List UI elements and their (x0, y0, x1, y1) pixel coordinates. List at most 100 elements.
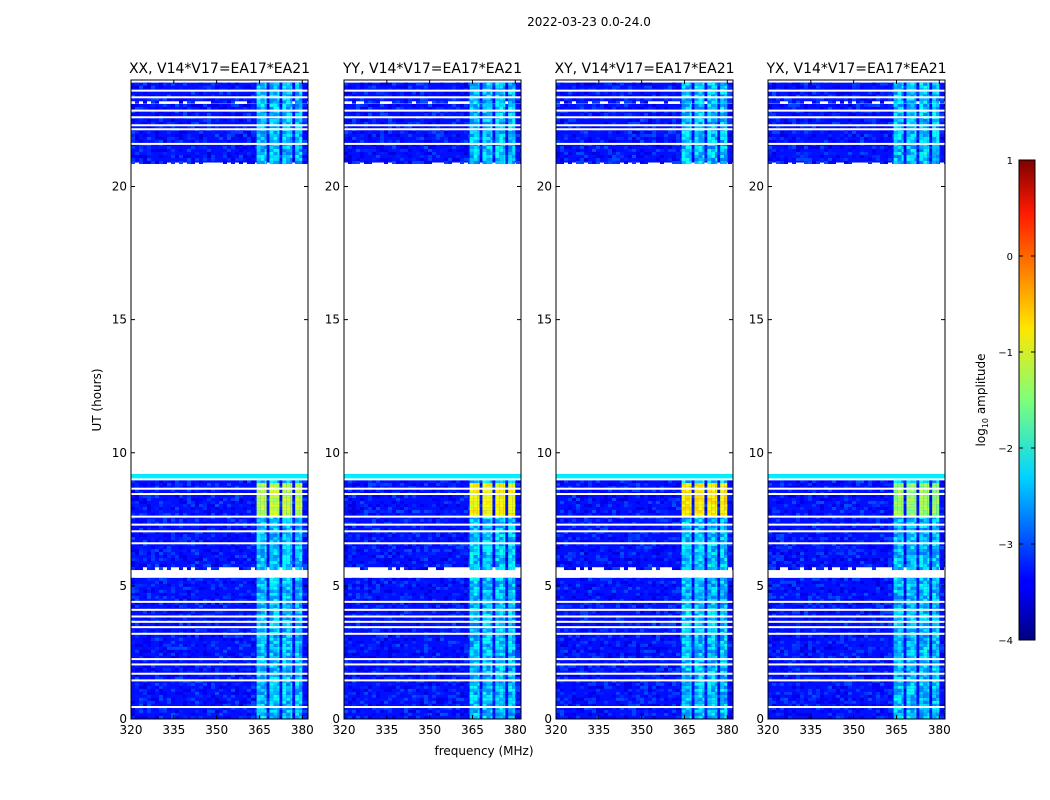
flagged-row (344, 142, 521, 145)
colorbar-tick-label: 0 (1007, 252, 1013, 263)
colorbar: 1 0 −1 −2 −3 −4 log10 amplitude (974, 156, 1036, 647)
panel-0: XX, V14*V17=EA17*EA21 320 335 350 365 380 0 5 10… (112, 61, 314, 737)
panel-title: YX, V14*V17=EA17*EA21 (765, 61, 946, 77)
flagged-row (556, 116, 733, 119)
figure-title: 2022-03-23 0.0-24.0 (527, 15, 651, 29)
flagged-row (768, 96, 945, 99)
panel-heatmap (768, 82, 945, 719)
flagged-row (344, 615, 521, 618)
flagged-row (344, 542, 521, 545)
panel-frame (767, 79, 946, 720)
panel-title: XY, V14*V17=EA17*EA21 (554, 61, 734, 77)
flagged-row (344, 128, 521, 131)
x-tick-label: 320 (333, 723, 356, 737)
x-tick-label: 380 (716, 723, 739, 737)
x-tick-label: 320 (120, 723, 143, 737)
flagged-row (556, 600, 733, 603)
flagged-row (768, 706, 945, 709)
x-tick-label: 380 (504, 723, 527, 737)
y-tick-label: 15 (325, 313, 340, 327)
panel-heatmap (344, 82, 521, 719)
flagged-row (131, 679, 308, 682)
flagged-row (768, 124, 945, 127)
flagged-row (556, 542, 733, 545)
y-tick-label: 10 (749, 446, 764, 460)
colorbar-ticks: 1 0 −1 −2 −3 −4 (998, 156, 1035, 647)
flagged-row (768, 608, 945, 611)
x-tick-label: 335 (587, 723, 610, 737)
panel-frame (130, 79, 309, 720)
flagged-row (768, 658, 945, 661)
flagged-row (131, 663, 308, 666)
flagged-row (344, 493, 521, 496)
flagged-row (131, 615, 308, 618)
flagged-row (556, 96, 733, 99)
colorbar-tick-label: −2 (998, 444, 1013, 455)
x-tick-label: 350 (630, 723, 653, 737)
colorbar-tick-label: −1 (998, 348, 1013, 359)
flagged-row (344, 663, 521, 666)
flagged-row (768, 523, 945, 526)
flagged-row (768, 109, 945, 112)
panel-title: XX, V14*V17=EA17*EA21 (129, 61, 310, 77)
flagged-row (131, 672, 308, 675)
flagged-row (768, 116, 945, 119)
flagged-row (768, 515, 945, 518)
y-tick-label: 0 (119, 712, 127, 726)
flagged-row (344, 600, 521, 603)
flagged-row (556, 128, 733, 131)
flagged-row (556, 620, 733, 623)
y-tick-label: 0 (332, 712, 340, 726)
flagged-row (768, 542, 945, 545)
panel-3: YX, V14*V17=EA17*EA21 320 335 350 365 380 0 5 10… (749, 61, 951, 737)
colorbar-tick-label: −3 (998, 540, 1013, 551)
flagged-row (131, 142, 308, 145)
flagged-row (131, 478, 308, 481)
flagged-row (344, 632, 521, 635)
flagged-row (131, 600, 308, 603)
flagged-row (344, 608, 521, 611)
x-tick-label: 320 (545, 723, 568, 737)
flagged-row (768, 142, 945, 145)
flagged-row (131, 515, 308, 518)
flagged-row (556, 663, 733, 666)
x-tick-label: 335 (799, 723, 822, 737)
flagged-row (344, 672, 521, 675)
flagged-row (556, 608, 733, 611)
flagged-row (556, 523, 733, 526)
flagged-row (556, 706, 733, 709)
x-tick-label: 350 (418, 723, 441, 737)
flagged-row (556, 487, 733, 490)
flagged-row (556, 615, 733, 618)
flagged-row (344, 626, 521, 629)
flagged-row (768, 626, 945, 629)
flagged-row (768, 672, 945, 675)
flagged-row (556, 142, 733, 145)
flagged-row (768, 530, 945, 533)
y-tick-label: 10 (325, 446, 340, 460)
x-tick-label: 320 (757, 723, 780, 737)
colorbar-tick-label: −4 (998, 636, 1013, 647)
flagged-row (768, 600, 945, 603)
flagged-row (344, 679, 521, 682)
flagged-row (556, 493, 733, 496)
y-tick-label: 5 (332, 579, 340, 593)
flagged-row (768, 620, 945, 623)
y-tick-label: 10 (537, 446, 552, 460)
flagged-row (344, 706, 521, 709)
flagged-row (768, 89, 945, 92)
flagged-row (768, 679, 945, 682)
flagged-row (131, 706, 308, 709)
flagged-row (344, 89, 521, 92)
flagged-row (131, 626, 308, 629)
flagged-row (131, 493, 308, 496)
flagged-row (344, 478, 521, 481)
y-tick-label: 15 (537, 313, 552, 327)
panel-frame (555, 79, 734, 720)
flagged-row (131, 96, 308, 99)
y-tick-label: 5 (119, 579, 127, 593)
flagged-row (344, 530, 521, 533)
flagged-row (768, 128, 945, 131)
y-tick-label: 20 (537, 180, 552, 194)
